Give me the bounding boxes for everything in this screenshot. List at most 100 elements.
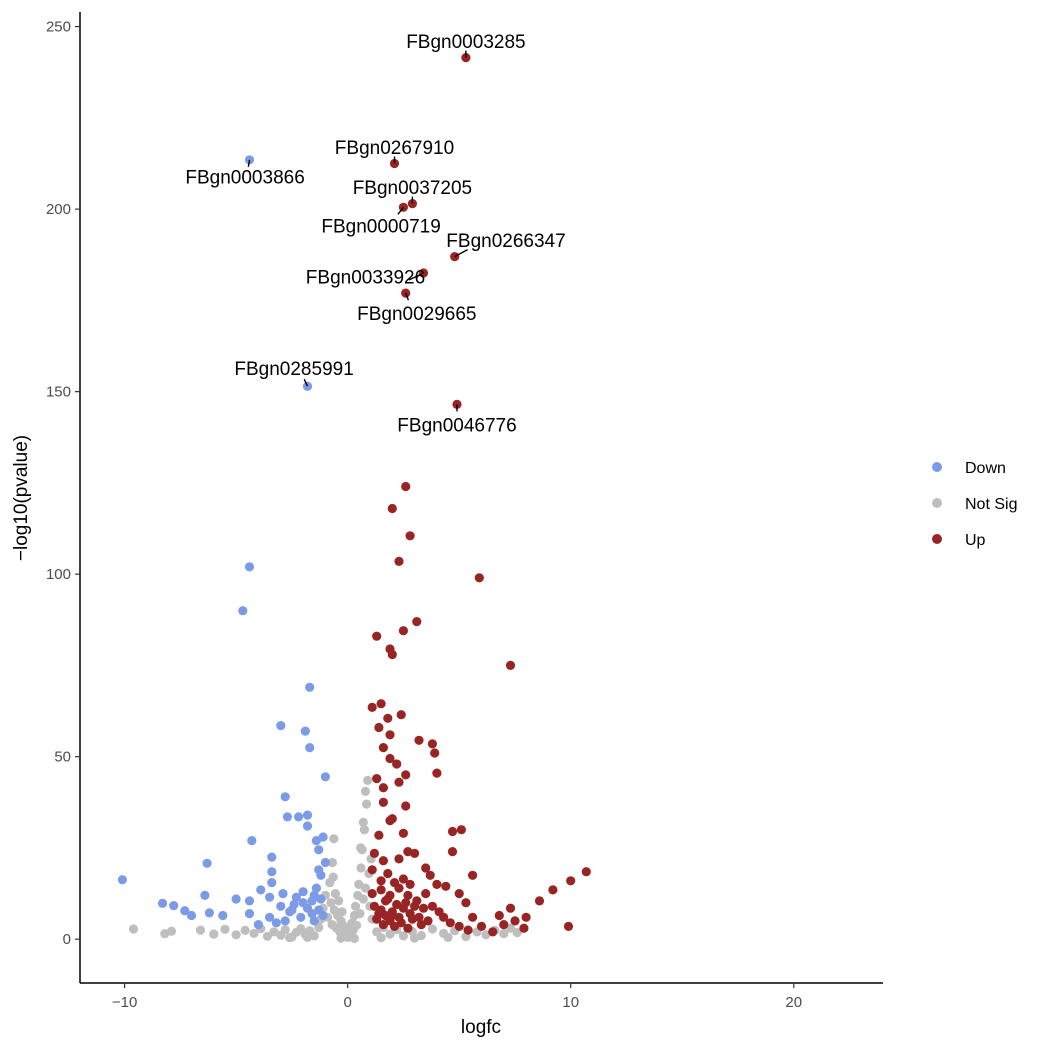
point-up	[381, 910, 391, 921]
point-not-sig	[280, 925, 290, 935]
point-not-sig	[362, 799, 372, 809]
point-up	[519, 923, 529, 933]
point-up	[374, 830, 384, 840]
point-up	[383, 713, 393, 723]
point-down	[186, 910, 197, 921]
label-segment	[303, 378, 309, 387]
point-down	[265, 912, 275, 922]
point-down	[309, 916, 319, 926]
label-segment	[405, 292, 410, 301]
point-up	[534, 896, 545, 906]
point-up	[416, 920, 426, 930]
point-up	[394, 912, 404, 922]
point-not-sig	[249, 928, 259, 939]
point-label: FBgn0037205	[353, 178, 472, 199]
point-up	[398, 626, 408, 636]
point-up	[407, 914, 417, 924]
point-label: FBgn0000719	[321, 217, 440, 238]
x-tick-label: 0	[343, 994, 351, 1011]
point-up	[499, 920, 509, 930]
point-down	[267, 878, 277, 888]
point-down	[314, 845, 324, 855]
point-down	[231, 894, 241, 904]
point-down	[318, 832, 328, 842]
point-up	[378, 783, 388, 793]
point-up	[378, 856, 388, 866]
points-layer	[117, 53, 591, 944]
point-up	[488, 927, 498, 937]
point-down	[202, 858, 212, 868]
point-up	[401, 770, 411, 780]
point-not-sig	[376, 933, 386, 943]
point-down	[307, 896, 317, 906]
point-up	[563, 921, 574, 932]
point-down	[282, 812, 292, 822]
point-not-sig	[352, 920, 362, 930]
point-up	[432, 879, 442, 890]
point-not-sig	[285, 933, 295, 943]
point-up	[468, 870, 478, 880]
point-up	[389, 878, 400, 888]
point-up	[383, 894, 393, 904]
point-down	[302, 903, 313, 913]
point-up	[447, 826, 458, 837]
point-down	[320, 772, 330, 782]
point-not-sig	[360, 883, 371, 893]
point-down	[300, 726, 310, 736]
point-not-sig	[195, 925, 206, 935]
point-up	[405, 879, 415, 890]
point-down	[294, 812, 304, 822]
point-up	[401, 481, 411, 492]
point-not-sig	[512, 928, 522, 938]
point-up	[566, 876, 576, 886]
point-down	[271, 918, 281, 928]
point-up	[369, 901, 379, 911]
point-down	[117, 875, 127, 885]
x-tick-label: 10	[562, 994, 579, 1011]
label-segment	[397, 206, 404, 215]
y-tick-label: 200	[46, 201, 71, 218]
point-not-sig	[314, 922, 324, 933]
point-down	[296, 912, 306, 922]
point-down	[316, 894, 326, 904]
legend-label: Not Sig	[965, 496, 1017, 513]
y-ticks: 0 50 100 150 200 250	[46, 19, 80, 948]
point-down	[256, 885, 266, 895]
point-up	[392, 899, 402, 910]
point-up	[454, 889, 464, 899]
point-not-sig	[358, 894, 368, 904]
point-label: FBgn0003866	[185, 167, 304, 188]
label-segments-layer	[247, 50, 468, 412]
y-tick-label: 100	[46, 566, 71, 583]
point-up	[439, 912, 449, 922]
point-up	[418, 903, 429, 913]
point-not-sig	[443, 932, 453, 943]
point-up	[387, 649, 397, 660]
y-tick-label: 50	[54, 749, 71, 766]
point-not-sig	[398, 931, 408, 941]
point-up	[394, 556, 404, 567]
point-down	[291, 892, 301, 902]
point-up	[367, 865, 377, 875]
point-up	[410, 901, 420, 911]
point-not-sig	[358, 817, 368, 828]
point-up	[405, 531, 415, 541]
y-tick-label: 250	[46, 19, 71, 36]
legend: Down Not Sig Up	[932, 460, 1017, 549]
point-up	[468, 912, 478, 922]
point-label: FBgn0033926	[306, 268, 425, 289]
point-down	[253, 920, 263, 930]
point-up	[376, 876, 386, 886]
point-not-sig	[209, 929, 219, 939]
point-up	[378, 797, 388, 807]
point-not-sig	[355, 909, 365, 919]
point-up	[367, 702, 377, 713]
point-up	[463, 925, 473, 935]
point-up	[369, 848, 379, 859]
point-down	[267, 867, 277, 877]
point-up	[367, 889, 377, 899]
point-up	[454, 921, 464, 932]
point-down	[218, 910, 228, 921]
point-down	[276, 901, 286, 911]
